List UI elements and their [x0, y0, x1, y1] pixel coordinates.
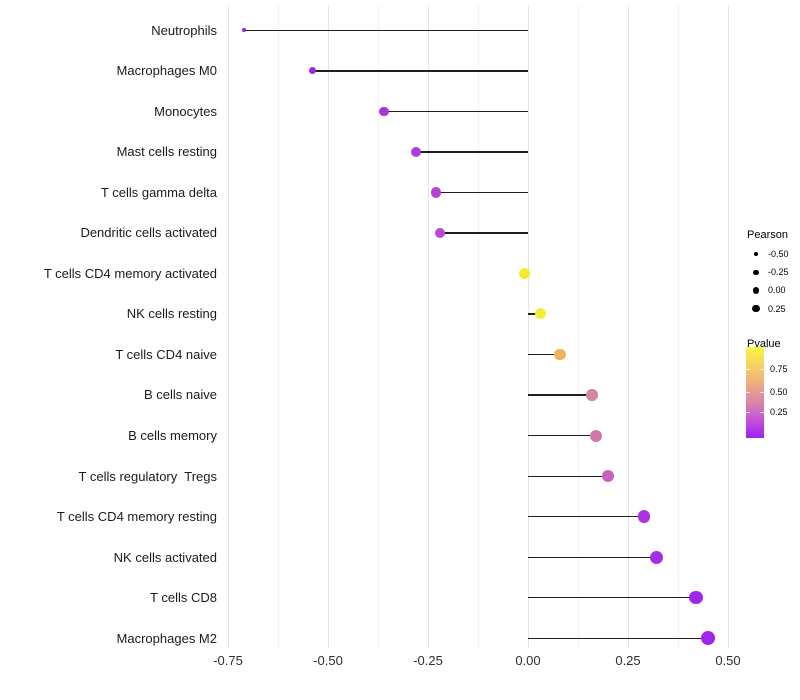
- lollipop-stem: [528, 394, 592, 396]
- gridline-minor: [378, 5, 379, 648]
- colorbar-tick-mark: [760, 392, 764, 393]
- x-axis-tick-label: -0.75: [213, 653, 243, 668]
- data-point-dot: [518, 267, 530, 279]
- category-label: Macrophages M0: [116, 63, 217, 79]
- legend-pearson-title: Pearson: [747, 229, 788, 241]
- category-label: NK cells activated: [113, 549, 217, 565]
- category-label: B cells naive: [144, 387, 217, 403]
- colorbar-tick-mark: [760, 412, 764, 413]
- legend-size-entry-label: 0.25: [768, 303, 786, 314]
- lollipop-stem: [528, 353, 560, 356]
- lollipop-stem: [416, 151, 528, 153]
- data-point-dot: [701, 631, 715, 646]
- gridline-major: [328, 5, 329, 648]
- lollipop-stem: [528, 475, 608, 477]
- legend-size-entry-label: -0.25: [768, 267, 789, 278]
- colorbar-tick-mark: [746, 369, 750, 370]
- lollipop-stem: [528, 516, 644, 518]
- x-axis-tick-label: 0.25: [615, 653, 641, 668]
- x-axis-tick-label: 0.50: [715, 653, 741, 668]
- legend-size-key-dot: [752, 287, 760, 294]
- legend-size-key-dot: [752, 304, 760, 313]
- gridline-major: [428, 5, 429, 648]
- lollipop-stem: [440, 232, 528, 234]
- data-point-dot: [649, 550, 663, 564]
- data-point-dot: [637, 510, 651, 523]
- category-label: Macrophages M2: [116, 630, 217, 646]
- data-point-dot: [242, 28, 246, 33]
- lollipop-stem: [312, 70, 528, 72]
- data-point-dot: [308, 67, 316, 75]
- x-axis-tick-label: -0.50: [313, 653, 343, 668]
- category-label: T cells gamma delta: [100, 184, 217, 200]
- legend-size-entry-label: -0.50: [768, 249, 789, 259]
- gridline-major: [728, 5, 729, 648]
- colorbar-tick-mark: [746, 392, 750, 393]
- category-label: NK cells resting: [126, 306, 217, 322]
- colorbar-tick-mark: [746, 412, 750, 413]
- lollipop-stem: [244, 29, 528, 31]
- pvalue-colorbar: [746, 347, 764, 438]
- data-point-dot: [434, 227, 446, 239]
- x-axis-tick-label: 0.00: [515, 653, 541, 668]
- data-point-dot: [554, 348, 566, 361]
- data-point-dot: [534, 308, 546, 320]
- data-point-dot: [411, 146, 421, 157]
- gridline-major: [528, 5, 529, 648]
- category-label: T cells CD4 memory activated: [43, 265, 217, 281]
- category-label: T cells CD8: [150, 590, 217, 606]
- legend-size-key-dot: [753, 269, 759, 275]
- gridline-minor: [478, 5, 479, 648]
- category-label: Dendritic cells activated: [80, 225, 217, 241]
- gridline-major: [228, 5, 229, 648]
- category-label: Monocytes: [154, 103, 217, 119]
- colorbar-tick-mark: [760, 369, 764, 370]
- data-point-dot: [602, 470, 614, 483]
- x-axis-tick-label: -0.25: [413, 653, 443, 668]
- lollipop-stem: [528, 597, 696, 599]
- lollipop-stem: [528, 556, 656, 558]
- lollipop-stem: [528, 637, 708, 639]
- data-point-dot: [379, 106, 389, 116]
- category-label: Neutrophils: [151, 22, 217, 38]
- colorbar-tick-label: 0.25: [770, 407, 788, 417]
- legend-size-entry-label: 0.00: [768, 285, 786, 296]
- category-label: B cells memory: [128, 428, 217, 443]
- lollipop-stem: [528, 313, 540, 315]
- gridline-major: [628, 5, 629, 648]
- data-point-dot: [689, 590, 703, 605]
- gridline-minor: [278, 5, 279, 648]
- lollipop-stem: [528, 435, 596, 437]
- data-point-dot: [590, 429, 602, 442]
- legend-size-key-dot: [753, 251, 759, 257]
- data-point-dot: [586, 389, 598, 401]
- lollipop-stem: [436, 191, 528, 194]
- data-point-dot: [430, 187, 442, 198]
- gridline-minor: [678, 5, 679, 648]
- colorbar-tick-label: 0.50: [770, 387, 788, 397]
- gridline-minor: [578, 5, 579, 648]
- lollipop-stem: [384, 110, 528, 113]
- colorbar-tick-label: 0.75: [770, 364, 788, 374]
- category-label: Mast cells resting: [116, 144, 217, 160]
- category-label: T cells CD4 memory resting: [56, 509, 217, 525]
- category-label: T cells CD4 naive: [115, 346, 217, 362]
- category-label: T cells regulatory Tregs: [78, 468, 217, 484]
